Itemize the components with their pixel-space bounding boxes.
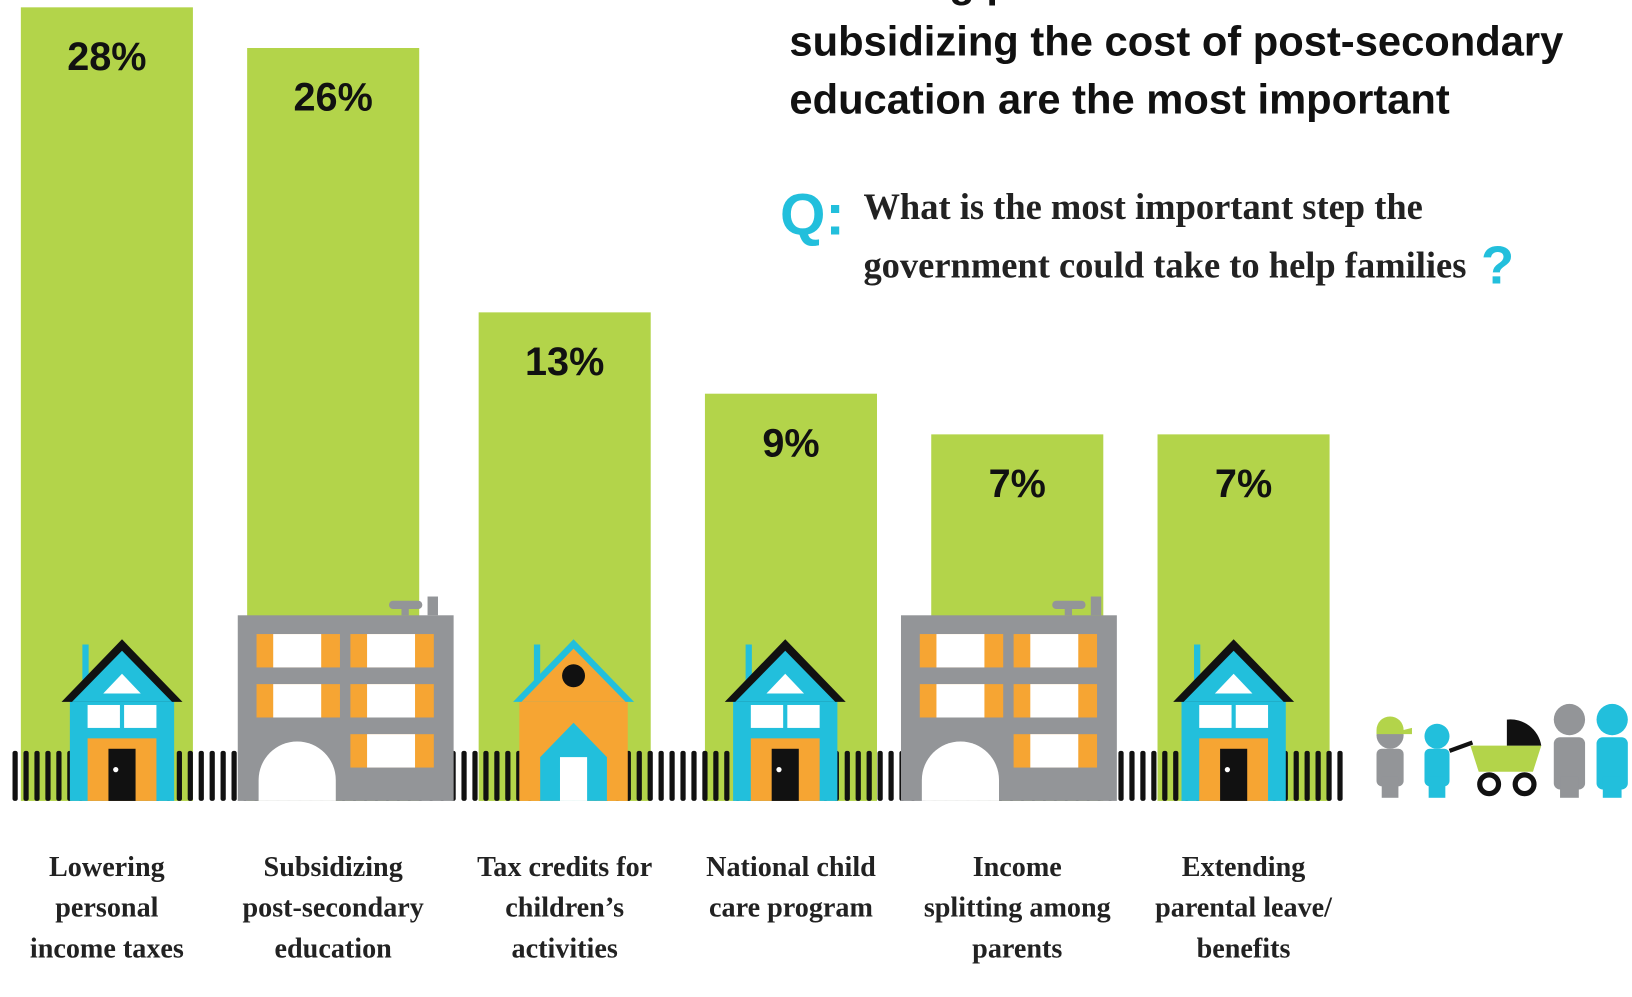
picket [210, 751, 215, 801]
picket [702, 751, 707, 801]
picket [1118, 751, 1123, 801]
text-line: government could take to help families [863, 244, 1466, 285]
text-line: Lowering personal income taxes and [789, 0, 1521, 6]
picket [637, 751, 642, 801]
picket [1129, 751, 1134, 801]
picket [13, 751, 18, 801]
text-line: parental leave/ [1155, 893, 1333, 924]
text-line: post-secondary [242, 893, 423, 924]
picket [669, 751, 674, 801]
picket [472, 751, 477, 801]
picket [1140, 751, 1145, 801]
picket [232, 751, 237, 801]
picket [691, 751, 696, 801]
picket [56, 751, 61, 801]
value-label: 28% [67, 35, 146, 79]
text-line: parents [972, 933, 1062, 964]
picket [713, 751, 718, 801]
picket [1305, 751, 1310, 801]
text-line: Subsidizing [264, 852, 403, 883]
family-icon [1377, 704, 1628, 798]
text-line: personal [55, 893, 158, 924]
value-label: 9% [762, 421, 819, 465]
text-line: activities [512, 933, 618, 964]
picket [188, 751, 193, 801]
picket [867, 751, 872, 801]
picket [878, 751, 883, 801]
picket [845, 751, 850, 801]
picket [1337, 751, 1342, 801]
picket [34, 751, 39, 801]
picket [724, 751, 729, 801]
x-tick-label: Tax credits for children’s activities [477, 852, 652, 964]
x-tick-label: Income splitting among parents [924, 852, 1111, 964]
question-label: Q: [780, 183, 845, 248]
chart: Lowering personal income taxes and subsid… [0, 0, 1632, 997]
picket [461, 751, 466, 801]
page: Lowering personal income taxes and subsid… [0, 0, 1632, 997]
picket [1294, 751, 1299, 801]
picket [483, 751, 488, 801]
text-line: care program [709, 893, 873, 924]
x-tick-label: Subsidizing post-secondary education [242, 852, 423, 964]
picket [659, 751, 664, 801]
picket [680, 751, 685, 801]
x-tick-label: National child care program [706, 852, 876, 924]
picket [1173, 751, 1178, 801]
text-line: Tax credits for [477, 852, 652, 883]
text-line: Lowering [49, 852, 165, 883]
picket [177, 751, 182, 801]
picket [221, 751, 226, 801]
text-line: subsidizing the cost of post-secondary [789, 17, 1563, 64]
text-line: income taxes [30, 933, 184, 964]
x-tick-label: Extending parental leave/benefits [1155, 852, 1333, 964]
value-label: 26% [294, 76, 373, 120]
picket [23, 751, 28, 801]
picket [1151, 751, 1156, 801]
fence [13, 751, 1343, 801]
text-line: What is the most important step the [863, 186, 1422, 227]
text-line: Income [973, 852, 1062, 883]
text-line: splitting among [924, 893, 1111, 924]
value-label: 7% [1215, 462, 1272, 506]
bars [21, 7, 1330, 801]
value-label: 13% [525, 340, 604, 384]
text-line: Extending [1182, 852, 1306, 883]
value-label: 7% [989, 462, 1046, 506]
text-line: children’s [505, 893, 624, 924]
text-line: education [275, 933, 393, 964]
text-line: National child [706, 852, 876, 883]
text-line: benefits [1197, 933, 1291, 964]
picket [1326, 751, 1331, 801]
question-mark: ? [1481, 236, 1514, 296]
picket [1316, 751, 1321, 801]
text-line: education are the most important [789, 76, 1450, 123]
picket [856, 751, 861, 801]
picket [45, 751, 50, 801]
picket [199, 751, 204, 801]
picket [648, 751, 653, 801]
x-tick-label: Lowering personal income taxes [30, 852, 184, 964]
picket [494, 751, 499, 801]
picket [505, 751, 510, 801]
picket [1162, 751, 1167, 801]
picket [888, 751, 893, 801]
chart-title: Lowering personal income taxes and subsid… [789, 0, 1563, 123]
question: What is the most important step the gover… [863, 186, 1466, 285]
